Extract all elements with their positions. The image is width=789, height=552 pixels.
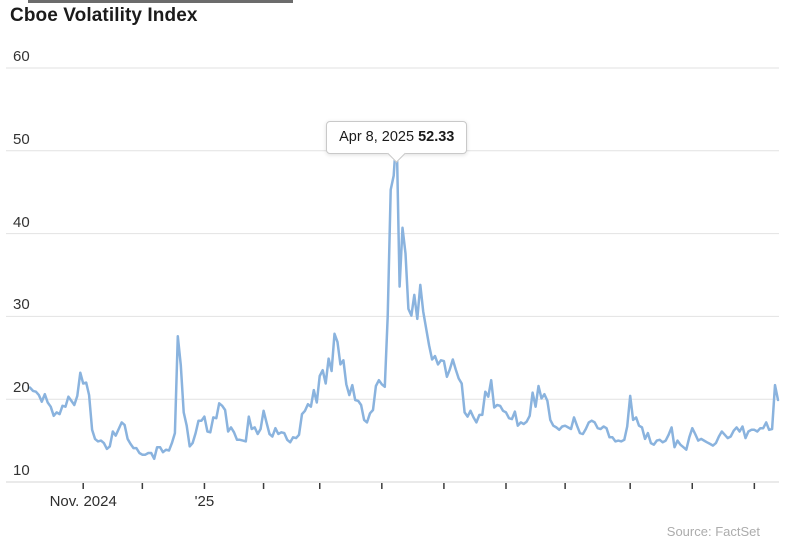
tooltip-date: Apr 8, 2025 — [339, 129, 415, 145]
x-axis-label-2: '25 — [194, 493, 215, 510]
y-axis-label-60: 60 — [13, 48, 30, 65]
y-axis-label-10: 10 — [13, 462, 30, 479]
y-axis-label-50: 50 — [13, 130, 30, 148]
x-axis-label-0: Nov. 2024 — [49, 493, 117, 510]
y-axis-label-30: 30 — [13, 296, 30, 314]
y-axis-label-40: 40 — [13, 213, 30, 231]
source-attribution: Source: FactSet — [666, 524, 760, 539]
cropped-text-artifact — [28, 0, 293, 3]
vix-line — [28, 130, 780, 461]
y-axis-label-20: 20 — [13, 379, 30, 397]
data-point-tooltip: Apr 8, 2025 52.33 — [326, 121, 468, 163]
chart-title: Cboe Volatility Index — [10, 5, 198, 26]
tooltip-value: 52.33 — [418, 129, 455, 145]
